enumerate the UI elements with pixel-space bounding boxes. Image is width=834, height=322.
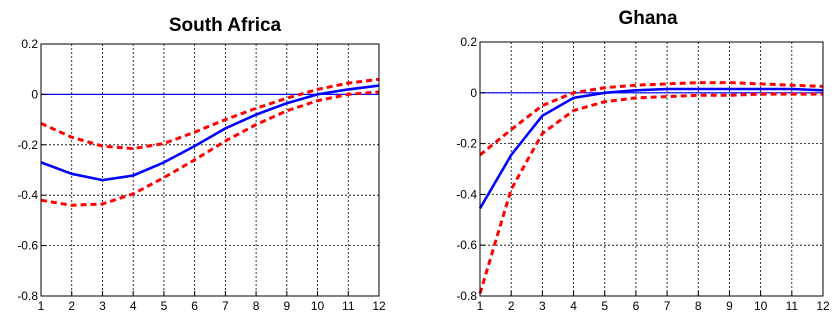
x-tick-label: 8 bbox=[695, 299, 702, 313]
series-upper-band bbox=[40, 77, 380, 151]
series-response bbox=[478, 87, 824, 210]
y-tick-label: -0.8 bbox=[456, 289, 477, 303]
x-tick-label: 7 bbox=[222, 299, 229, 313]
x-tick-label: 2 bbox=[68, 299, 75, 313]
x-tick-label: 6 bbox=[633, 299, 640, 313]
x-tick-label: 2 bbox=[508, 299, 515, 313]
x-tick-label: 6 bbox=[191, 299, 198, 313]
x-tick-label: 5 bbox=[601, 299, 608, 313]
y-tick-label: 0 bbox=[31, 87, 38, 101]
x-tick-label: 1 bbox=[38, 299, 45, 313]
y-tick-label: -0.2 bbox=[17, 138, 38, 152]
series-lower-band bbox=[478, 92, 823, 294]
y-tick-label: 0 bbox=[470, 86, 477, 100]
chart-title: Ghana bbox=[618, 8, 678, 29]
y-tick-label: -0.4 bbox=[17, 188, 38, 202]
y-tick-label: -0.2 bbox=[456, 137, 477, 151]
y-tick-label: 0.2 bbox=[460, 35, 477, 49]
x-tick-label: 9 bbox=[283, 299, 290, 313]
y-tick-label: 0.2 bbox=[21, 37, 38, 51]
x-tick-label: 8 bbox=[253, 299, 260, 313]
chart-title: South Africa bbox=[169, 15, 282, 36]
chart-ghana: Ghana 1 2 3 4 5 6 7 8 9 10 11 12-0.8-0.6-0.4-0.200.… bbox=[456, 8, 830, 313]
x-tick-label: 5 bbox=[161, 299, 168, 313]
x-tick-label: 12 bbox=[816, 299, 830, 313]
y-tick-label: -0.8 bbox=[17, 289, 38, 303]
x-tick-label: 7 bbox=[664, 299, 671, 313]
plot-frame bbox=[40, 43, 380, 297]
y-tick-label: -0.4 bbox=[456, 187, 477, 201]
series-lower-band bbox=[40, 90, 380, 207]
y-tick-label: -0.6 bbox=[17, 239, 38, 253]
plot-frame bbox=[479, 41, 824, 297]
x-tick-label: 11 bbox=[786, 299, 799, 313]
x-tick-label: 3 bbox=[539, 299, 546, 313]
x-tick-label: 4 bbox=[570, 299, 577, 313]
chart-south-africa: South Africa 1 2 3 4 5 6 7 8 9 10 11 12-0.8-0.6-0.4… bbox=[17, 15, 386, 313]
series-upper-band bbox=[479, 81, 824, 157]
series-response bbox=[40, 84, 380, 182]
x-tick-label: 9 bbox=[726, 299, 733, 313]
x-tick-label: 1 bbox=[477, 299, 484, 313]
x-tick-label: 4 bbox=[130, 299, 137, 313]
x-tick-label: 11 bbox=[342, 299, 355, 313]
x-tick-label: 10 bbox=[311, 299, 325, 313]
x-tick-label: 10 bbox=[754, 299, 768, 313]
y-tick-label: -0.6 bbox=[456, 238, 477, 252]
x-tick-label: 3 bbox=[99, 299, 106, 313]
x-tick-label: 12 bbox=[372, 299, 386, 313]
